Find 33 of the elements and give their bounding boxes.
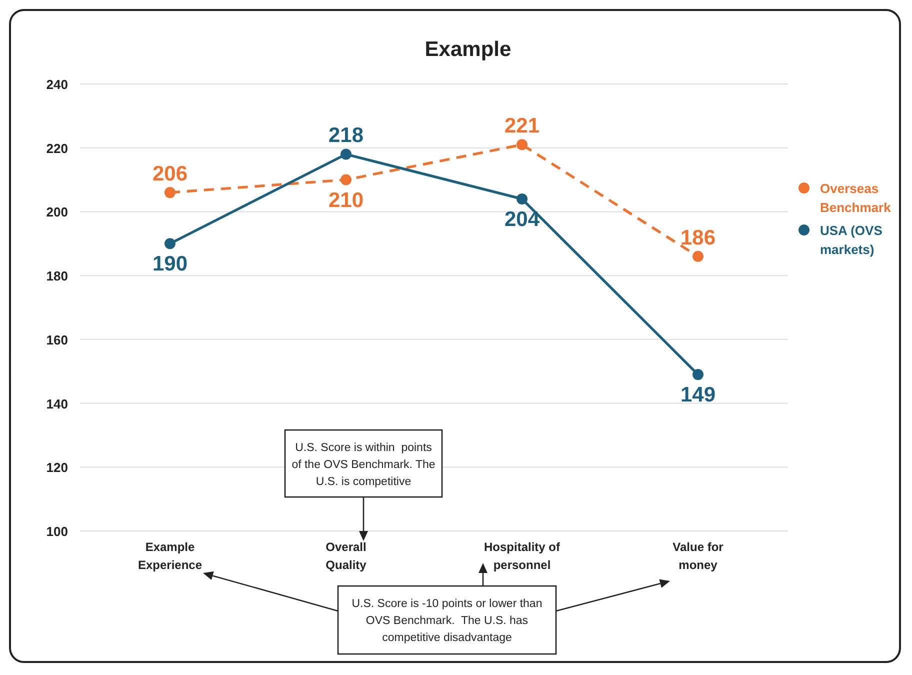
data-label: 190 bbox=[152, 252, 188, 276]
y-tick-label: 200 bbox=[46, 204, 68, 220]
legend-label: USA (OVS markets) bbox=[820, 223, 883, 257]
y-tick-label: 220 bbox=[46, 140, 68, 156]
chart-title: Example bbox=[424, 38, 512, 61]
data-label: 149 bbox=[680, 384, 716, 407]
point bbox=[692, 250, 704, 262]
data-label: 221 bbox=[504, 114, 540, 138]
point bbox=[340, 174, 352, 186]
point bbox=[516, 193, 528, 204]
y-tick-label: 240 bbox=[46, 77, 68, 92]
text: U.S. Score is -10 points or lower than OVS Benchmark. The U.S. has competitive disadvantage bbox=[352, 598, 542, 644]
x-tick-label: Value for money bbox=[672, 540, 724, 572]
data-label: 204 bbox=[504, 208, 540, 231]
data-label: 186 bbox=[680, 226, 716, 250]
x-tick-label: Example Experience bbox=[138, 540, 202, 572]
y-tick-label: 140 bbox=[46, 396, 68, 412]
point bbox=[340, 148, 352, 160]
x-tick-label: Overall Quality bbox=[326, 540, 367, 572]
y-tick-label: 180 bbox=[46, 268, 68, 284]
y-tick-label: 120 bbox=[46, 460, 68, 476]
y-tick-label: 100 bbox=[46, 524, 68, 539]
data-label: 206 bbox=[152, 162, 188, 186]
data-label: 210 bbox=[328, 188, 364, 212]
point bbox=[164, 187, 176, 198]
point bbox=[692, 369, 704, 380]
annotation: U.S. Score is within points of the OVS Benchmark. The U.S. is competitive bbox=[292, 442, 436, 488]
x-tick-label: Hospitality of personnel bbox=[484, 540, 561, 572]
y-tick-label: 160 bbox=[46, 332, 68, 348]
legend-label: Overseas Benchmark bbox=[820, 181, 892, 215]
data-label: 218 bbox=[328, 124, 364, 148]
point bbox=[164, 238, 176, 250]
point bbox=[516, 139, 528, 150]
